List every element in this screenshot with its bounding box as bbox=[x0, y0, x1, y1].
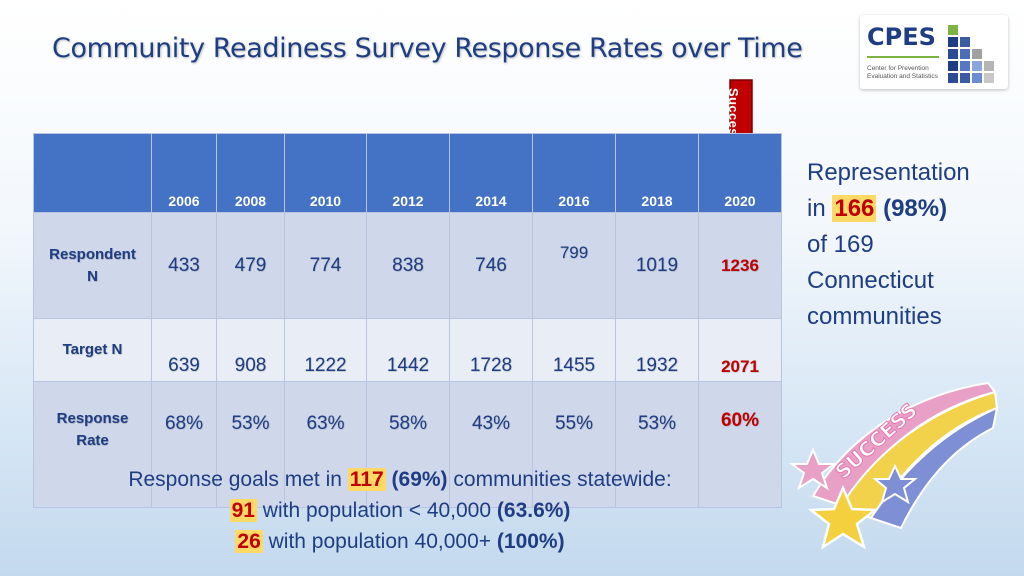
table-cell: 43% bbox=[449, 381, 533, 508]
cpes-logo: CPES Center for Prevention Evaluation an… bbox=[860, 15, 1008, 89]
year-header: 2010 bbox=[284, 133, 367, 213]
table-row: Respondent N 433 479 774 838 746 799 101… bbox=[33, 212, 782, 319]
footer-text: Response goals met in bbox=[128, 468, 342, 491]
year-header: 2008 bbox=[216, 133, 285, 213]
table-cell-highlight: 60% bbox=[698, 381, 782, 508]
table-cell-highlight: 2071 bbox=[698, 318, 782, 382]
year-header: 2012 bbox=[366, 133, 450, 213]
footer-line: 26 with population 40,000+ (100%) bbox=[0, 526, 800, 557]
table-cell: 838 bbox=[366, 212, 450, 319]
logo-subtitle: Center for Prevention Evaluation and Sta… bbox=[867, 65, 938, 80]
footer-text: with population < 40,000 bbox=[262, 499, 492, 522]
year-header: 2006 bbox=[151, 133, 217, 213]
table-row: Target N 639 908 1222 1442 1728 1455 193… bbox=[33, 318, 782, 382]
year-header: 2014 bbox=[449, 133, 533, 213]
table-cell: 433 bbox=[151, 212, 217, 319]
table-cell: 774 bbox=[284, 212, 367, 319]
table-cell: 68% bbox=[151, 381, 217, 508]
table-cell: 908 bbox=[216, 318, 285, 382]
footer-pct: (100%) bbox=[496, 530, 565, 553]
rep-count: 166 bbox=[832, 195, 877, 222]
row-label: Response Rate bbox=[33, 381, 152, 508]
row-label: Respondent N bbox=[33, 212, 152, 319]
year-header: 2018 bbox=[615, 133, 699, 213]
rep-line: in 166 (98%) bbox=[807, 191, 970, 227]
footer-text: communities statewide: bbox=[453, 468, 672, 491]
representation-note: Representation in 166 (98%) of 169 Conne… bbox=[807, 155, 970, 335]
rep-in: in bbox=[807, 195, 826, 222]
table-cell-highlight: 1236 bbox=[698, 212, 782, 319]
rep-line: Representation bbox=[807, 159, 970, 186]
footer-pct: (69%) bbox=[391, 468, 448, 491]
table-cell: 799 bbox=[532, 212, 616, 319]
footer-summary: Response goals met in 117 (69%) communit… bbox=[0, 464, 800, 557]
row-label-text: Respondent N bbox=[49, 245, 136, 285]
table-cell: 1728 bbox=[449, 318, 533, 382]
table-cell: 1019 bbox=[615, 212, 699, 319]
year-header: 2016 bbox=[532, 133, 616, 213]
footer-pct: (63.6%) bbox=[496, 499, 571, 522]
table-cell: 746 bbox=[449, 212, 533, 319]
rep-line: of 169 bbox=[807, 231, 874, 258]
success-shooting-star-icon: SUCCESS bbox=[789, 381, 999, 550]
year-header: 2020 bbox=[698, 133, 782, 213]
page-title: Community Readiness Survey Response Rate… bbox=[52, 33, 803, 64]
footer-line: Response goals met in 117 (69%) communit… bbox=[0, 464, 800, 495]
row-label: Target N bbox=[33, 318, 152, 382]
table-cell: 53% bbox=[615, 381, 699, 508]
footer-number: 26 bbox=[235, 530, 263, 553]
footer-text: with population 40,000+ bbox=[268, 530, 492, 553]
footer-line: 91 with population < 40,000 (63.6%) bbox=[0, 495, 800, 526]
table-cell: 1932 bbox=[615, 318, 699, 382]
table-cell: 55% bbox=[532, 381, 616, 508]
table-cell: 479 bbox=[216, 212, 285, 319]
footer-number: 117 bbox=[347, 468, 386, 491]
table-cell: 639 bbox=[151, 318, 217, 382]
table-header-row: 2006 2008 2010 2012 2014 2016 2018 2020 bbox=[33, 133, 782, 213]
rep-pct: (98%) bbox=[883, 195, 948, 222]
table-cell: 1455 bbox=[532, 318, 616, 382]
table-cell: 1442 bbox=[366, 318, 450, 382]
table-row: Response Rate 68% 53% 63% 58% 43% 55% 53… bbox=[33, 381, 782, 508]
table-cell: 53% bbox=[216, 381, 285, 508]
row-label-text: Response Rate bbox=[56, 410, 129, 449]
header-corner-cell bbox=[33, 133, 152, 213]
logo-name: CPES bbox=[867, 23, 936, 51]
logo-divider bbox=[867, 56, 939, 58]
response-rates-table: 2006 2008 2010 2012 2014 2016 2018 2020 … bbox=[33, 133, 782, 508]
rep-line: Connecticut bbox=[807, 267, 934, 294]
rep-line: communities bbox=[807, 303, 942, 330]
footer-number: 91 bbox=[229, 499, 257, 522]
table-cell: 1222 bbox=[284, 318, 367, 382]
